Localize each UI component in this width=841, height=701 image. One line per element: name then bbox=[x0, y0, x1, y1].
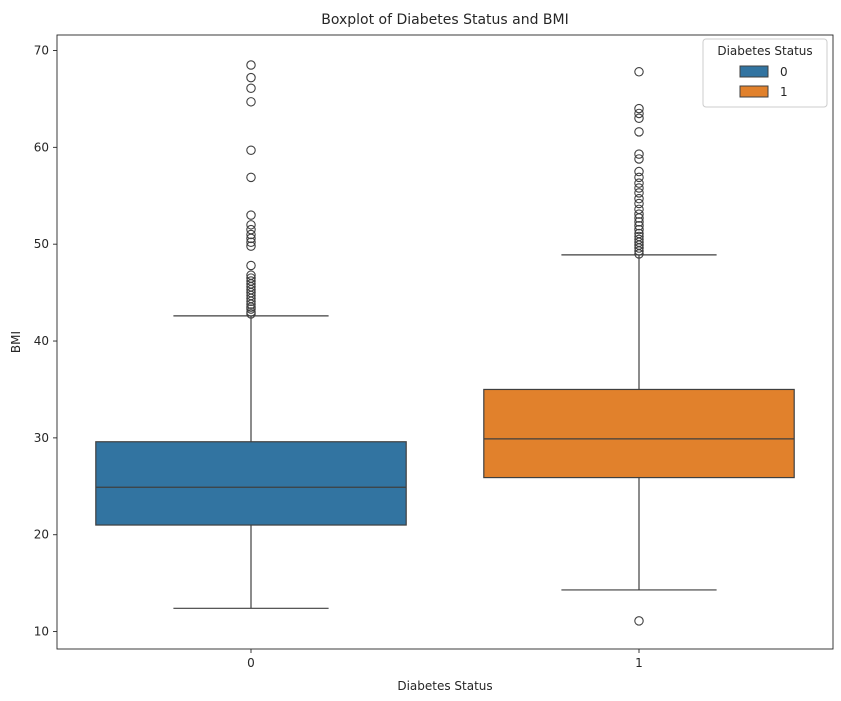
chart-title: Boxplot of Diabetes Status and BMI bbox=[321, 12, 569, 28]
outlier-point-0-17 bbox=[246, 237, 256, 247]
outlier-point-0-1 bbox=[246, 307, 256, 317]
y-tick-label-30: 30 bbox=[34, 431, 49, 445]
plot-area bbox=[95, 60, 795, 626]
outlier-point-1-26 bbox=[634, 108, 644, 119]
box-group-1 bbox=[483, 67, 795, 626]
axes-frame bbox=[56, 34, 834, 650]
y-tick-label-20: 20 bbox=[34, 528, 49, 542]
legend-title: Diabetes Status bbox=[717, 44, 812, 58]
outlier-point-1-24 bbox=[634, 127, 644, 137]
outlier-point-0-19 bbox=[246, 229, 256, 240]
outlier-point-1-25 bbox=[634, 113, 644, 124]
y-axis-title: BMI bbox=[9, 331, 23, 353]
outlier-point-1-13 bbox=[634, 209, 644, 219]
outlier-point-1-7 bbox=[634, 231, 644, 242]
y-axis-ticks: 10 20 30 40 50 60 70 bbox=[34, 43, 57, 639]
outlier-point-1-6 bbox=[634, 234, 644, 245]
outlier-point-1-17 bbox=[634, 188, 644, 198]
y-tick-label-50: 50 bbox=[34, 237, 49, 251]
legend-swatch-1 bbox=[739, 85, 769, 98]
legend-swatch-0 bbox=[739, 65, 769, 78]
outlier-point-1-18 bbox=[634, 183, 644, 193]
outlier-point-1-16 bbox=[634, 193, 644, 204]
x-tick-label-1: 1 bbox=[635, 656, 643, 670]
x-tick-label-0: 0 bbox=[247, 656, 255, 670]
outlier-point-0-15 bbox=[246, 260, 256, 271]
y-tick-label-40: 40 bbox=[34, 334, 49, 348]
box-0 bbox=[95, 441, 407, 526]
outlier-point-1-21 bbox=[634, 166, 644, 177]
legend: Diabetes Status 01 bbox=[702, 38, 828, 108]
outlier-point-1-22 bbox=[634, 154, 644, 164]
outlier-point-1-27 bbox=[634, 103, 644, 114]
outlier-point-1-9 bbox=[634, 224, 644, 235]
outlier-point-0-14 bbox=[246, 270, 256, 280]
box-1 bbox=[483, 388, 795, 479]
outlier-point-0-27 bbox=[246, 72, 256, 83]
legend-entries: 01 bbox=[739, 65, 788, 99]
outlier-point-1-11 bbox=[634, 217, 644, 227]
outlier-point-0-28 bbox=[246, 60, 256, 70]
y-tick-label-70: 70 bbox=[34, 43, 49, 57]
legend-label-1: 1 bbox=[780, 85, 788, 99]
y-tick-label-60: 60 bbox=[34, 140, 49, 154]
outlier-point-0-16 bbox=[246, 241, 256, 251]
x-axis-title: Diabetes Status bbox=[397, 679, 492, 693]
box-group-0 bbox=[95, 60, 407, 609]
outlier-point-1-28 bbox=[634, 67, 644, 77]
outlier-point-1-23 bbox=[634, 149, 644, 159]
legend-label-0: 0 bbox=[780, 65, 788, 79]
outlier-point-1-10 bbox=[634, 221, 644, 231]
outlier-point-0-26 bbox=[246, 83, 256, 94]
outlier-point-0-23 bbox=[246, 172, 256, 183]
outlier-point-0-12 bbox=[246, 276, 256, 286]
outlier-point-1-19 bbox=[634, 178, 644, 188]
outlier-point-0-20 bbox=[246, 224, 256, 235]
outlier-point-0-21 bbox=[246, 220, 256, 230]
outlier-point-1-15 bbox=[634, 198, 644, 209]
outlier-point-1-20 bbox=[634, 172, 644, 183]
outlier-point-1-8 bbox=[634, 228, 644, 239]
outlier-point-1-14 bbox=[634, 204, 644, 215]
outlier-point-1-0 bbox=[634, 616, 644, 626]
outlier-point-0-25 bbox=[246, 97, 256, 107]
outlier-point-0-22 bbox=[246, 210, 256, 220]
outlier-point-0-13 bbox=[246, 273, 256, 283]
outlier-point-0-24 bbox=[246, 145, 256, 155]
y-tick-label-10: 10 bbox=[34, 625, 49, 639]
